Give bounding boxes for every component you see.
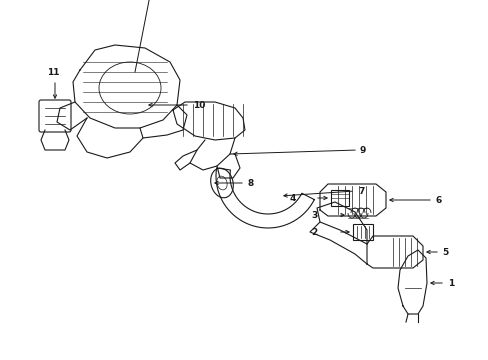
Text: 9: 9 [359, 145, 366, 154]
Text: 7: 7 [357, 186, 364, 195]
Text: 5: 5 [441, 248, 447, 257]
Text: 11: 11 [47, 68, 60, 77]
Text: 1: 1 [447, 279, 453, 288]
Text: 2: 2 [311, 228, 317, 237]
Text: 6: 6 [435, 195, 441, 204]
Text: 8: 8 [247, 179, 254, 188]
Text: 4: 4 [289, 194, 295, 202]
Text: 3: 3 [311, 211, 317, 220]
Text: 10: 10 [193, 100, 205, 109]
